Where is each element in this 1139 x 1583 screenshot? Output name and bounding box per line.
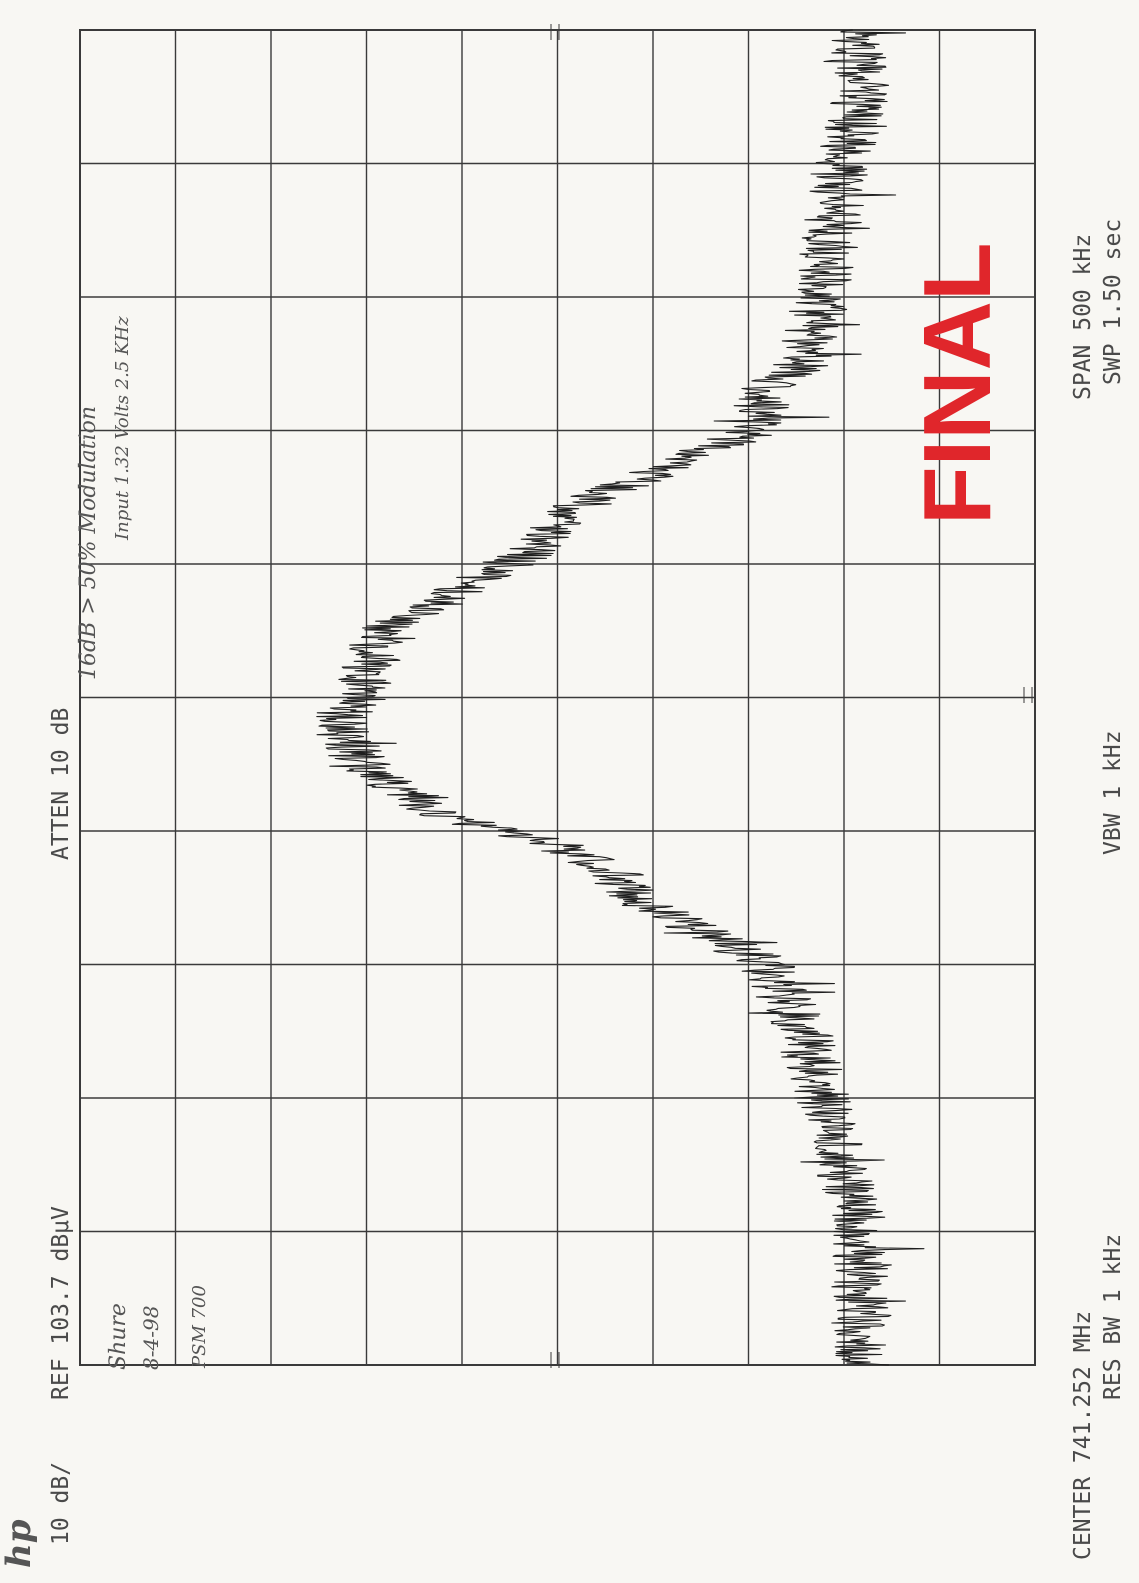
span-label: SPAN 500 kHz — [1070, 234, 1096, 400]
graticule — [79, 24, 1036, 1368]
reference-level-label: REF 103.7 dBμV — [48, 1206, 74, 1400]
note-model: PSM 700 — [189, 1285, 210, 1369]
sweep-time-label: SWP 1.50 sec — [1100, 219, 1126, 385]
note-input: Input 1.32 Volts 2.5 KHz — [112, 316, 133, 541]
resolution-bandwidth-label: RES BW 1 kHz — [1100, 1234, 1126, 1400]
hp-logo: hp — [0, 1519, 39, 1568]
note-date: 8-4-98 — [139, 1306, 163, 1370]
attenuation-label: ATTEN 10 dB — [48, 708, 74, 860]
note-modulation: 16dB > 50% Modulation — [76, 406, 101, 680]
video-bandwidth-label: VBW 1 kHz — [1100, 730, 1126, 855]
center-frequency-label: CENTER 741.252 MHz — [1070, 1311, 1096, 1560]
trace-layer — [316, 29, 925, 1366]
spectrum-trace — [316, 29, 925, 1366]
scale-label: 10 dB/ — [48, 1462, 74, 1545]
note-device: Shure — [106, 1303, 131, 1370]
final-stamp: FINAL — [904, 242, 1011, 525]
